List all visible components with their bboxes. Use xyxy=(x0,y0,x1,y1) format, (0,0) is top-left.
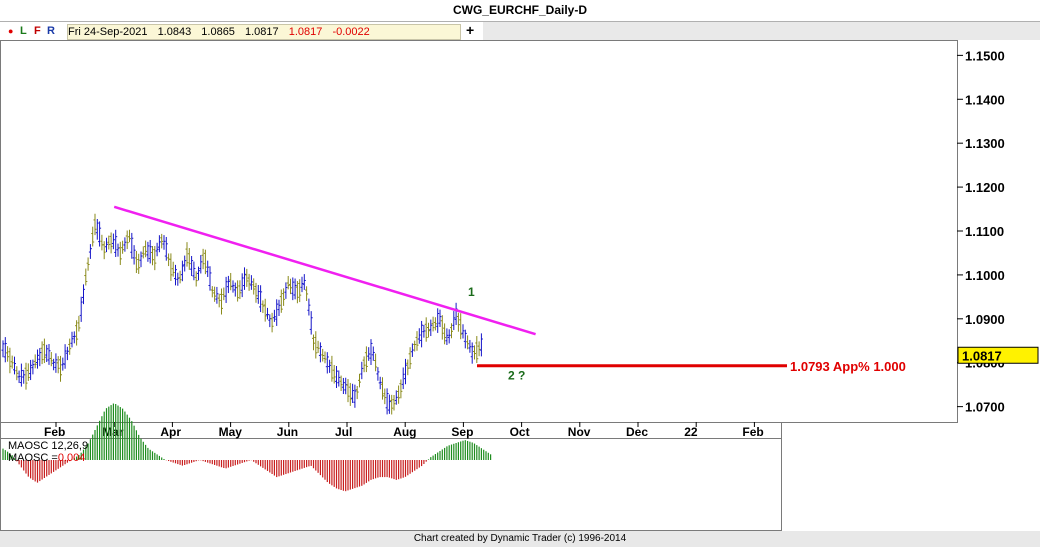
time-tick-label: Feb xyxy=(44,425,65,439)
price-panel xyxy=(0,40,958,423)
ohlc-close: 1.0817 xyxy=(288,26,323,38)
ohlc-open: 1.0843 xyxy=(157,26,192,38)
last-price-marker xyxy=(957,346,1039,364)
price-tick-label: 1.1400 xyxy=(965,92,1005,107)
time-tick-label: Sep xyxy=(451,425,473,439)
price-tick-label: 1.1100 xyxy=(965,224,1004,239)
time-tick-label: Feb xyxy=(742,425,763,439)
crosshair-plus-icon[interactable]: + xyxy=(466,22,475,38)
descending-trendline xyxy=(113,205,536,336)
price-tick-label: 1.1000 xyxy=(965,268,1005,283)
toolbar-l-button[interactable]: L xyxy=(20,25,27,37)
oscillator-value-label: MAOSC = xyxy=(8,452,58,464)
ohlc-date: Fri 24-Sep-2021 xyxy=(68,26,148,38)
time-tick-label: Nov xyxy=(568,425,591,439)
price-tick-label: 1.1500 xyxy=(965,48,1005,63)
time-tick-label: Oct xyxy=(510,425,530,439)
time-tick-label: Jul xyxy=(335,425,352,439)
price-chart[interactable]: 1.1500 1.1400 1.1300 1.1200 1.1100 1.1000 1.09… xyxy=(0,40,1040,531)
toolbar-f-button[interactable]: F xyxy=(34,25,41,37)
time-tick-label: May xyxy=(219,425,243,439)
wave-2-label: 2 ? xyxy=(508,369,525,383)
price-tick-label: 1.0700 xyxy=(965,400,1005,415)
price-tick-label: 1.1300 xyxy=(965,136,1005,151)
footer-credit: Chart created by Dynamic Trader (c) 1996… xyxy=(0,531,1040,547)
status-dot-icon: ● xyxy=(8,26,14,36)
toolbar-spacer xyxy=(483,22,1040,40)
toolbar: ● L F R Fri 24-Sep-2021 1.0843 1.0865 1.… xyxy=(0,22,1040,40)
window-title: CWG_EURCHF_Daily-D xyxy=(0,0,1040,22)
time-tick-label: 22 xyxy=(684,425,698,439)
oscillator-legend: MAOSC 12,26,9 MAOSC =0.004 xyxy=(8,440,88,464)
price-tick-label: 1.1200 xyxy=(965,180,1005,195)
time-tick-label: Apr xyxy=(160,425,181,439)
oscillator-name: MAOSC 12,26,9 xyxy=(8,440,89,452)
wave-1-label: 1 xyxy=(468,285,475,299)
oscillator-value-row: MAOSC =0.004 xyxy=(8,452,88,464)
ohlc-change: -0.0022 xyxy=(332,26,370,38)
time-tick-label: Dec xyxy=(626,425,648,439)
time-tick-label: Jun xyxy=(277,425,298,439)
last-price-label: 1.0817 xyxy=(962,348,1002,363)
oscillator-value: 0.004 xyxy=(57,452,86,464)
ohlc-low: 1.0817 xyxy=(245,26,279,38)
time-tick-label: Aug xyxy=(393,425,416,439)
ohlc-readout: Fri 24-Sep-2021 1.0843 1.0865 1.0817 1.0… xyxy=(67,24,461,40)
price-tick-label: 1.0900 xyxy=(965,312,1005,327)
oscillator-panel xyxy=(0,438,782,531)
toolbar-r-button[interactable]: R xyxy=(47,25,55,37)
target-label: 1.0793 App% 1.000 xyxy=(790,359,906,374)
ohlc-high: 1.0865 xyxy=(201,26,235,38)
